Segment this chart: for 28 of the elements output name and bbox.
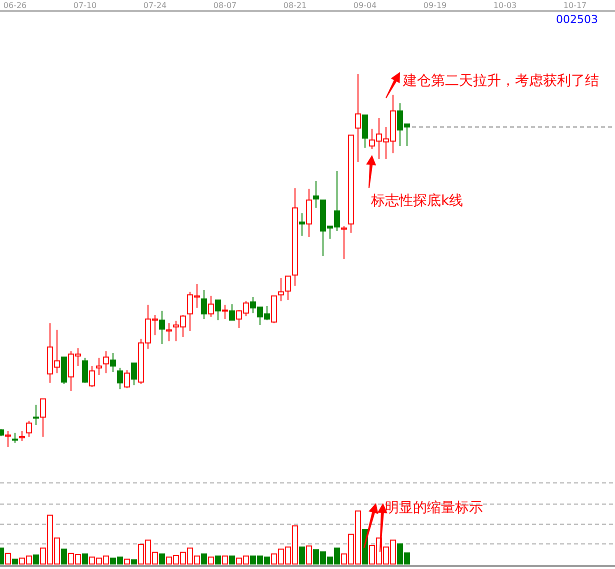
bar bbox=[61, 548, 67, 564]
x-tick-label: 09-04 bbox=[353, 1, 377, 10]
x-tick-label: 10-03 bbox=[493, 1, 517, 10]
bar bbox=[299, 546, 305, 564]
annotation: 标志性探底k线 bbox=[370, 193, 464, 209]
x-tick-label: 07-10 bbox=[73, 1, 97, 10]
text: 002503 bbox=[556, 13, 598, 26]
bar bbox=[222, 556, 228, 564]
bar bbox=[12, 558, 18, 564]
x-tick-label: 07-24 bbox=[143, 1, 167, 10]
bar bbox=[201, 553, 207, 564]
bar bbox=[159, 553, 165, 564]
bar bbox=[229, 556, 235, 564]
x-tick-label: 06-26 bbox=[3, 1, 27, 10]
bar bbox=[306, 545, 312, 564]
x-tick-label: 08-07 bbox=[213, 1, 237, 10]
x-tick-label: 09-19 bbox=[423, 1, 447, 10]
bar bbox=[33, 554, 39, 564]
x-tick-label: 10-17 bbox=[563, 1, 587, 10]
annotation: 建仓第二天拉升，考虑获利了结 bbox=[402, 73, 599, 89]
bar bbox=[124, 558, 130, 564]
bar bbox=[131, 559, 137, 564]
bar bbox=[215, 556, 221, 564]
annotation: 明显的缩量标示 bbox=[385, 500, 483, 516]
bar bbox=[5, 552, 11, 564]
x-tick-label: 08-21 bbox=[283, 1, 307, 10]
bar bbox=[208, 556, 214, 564]
bar bbox=[82, 553, 88, 564]
